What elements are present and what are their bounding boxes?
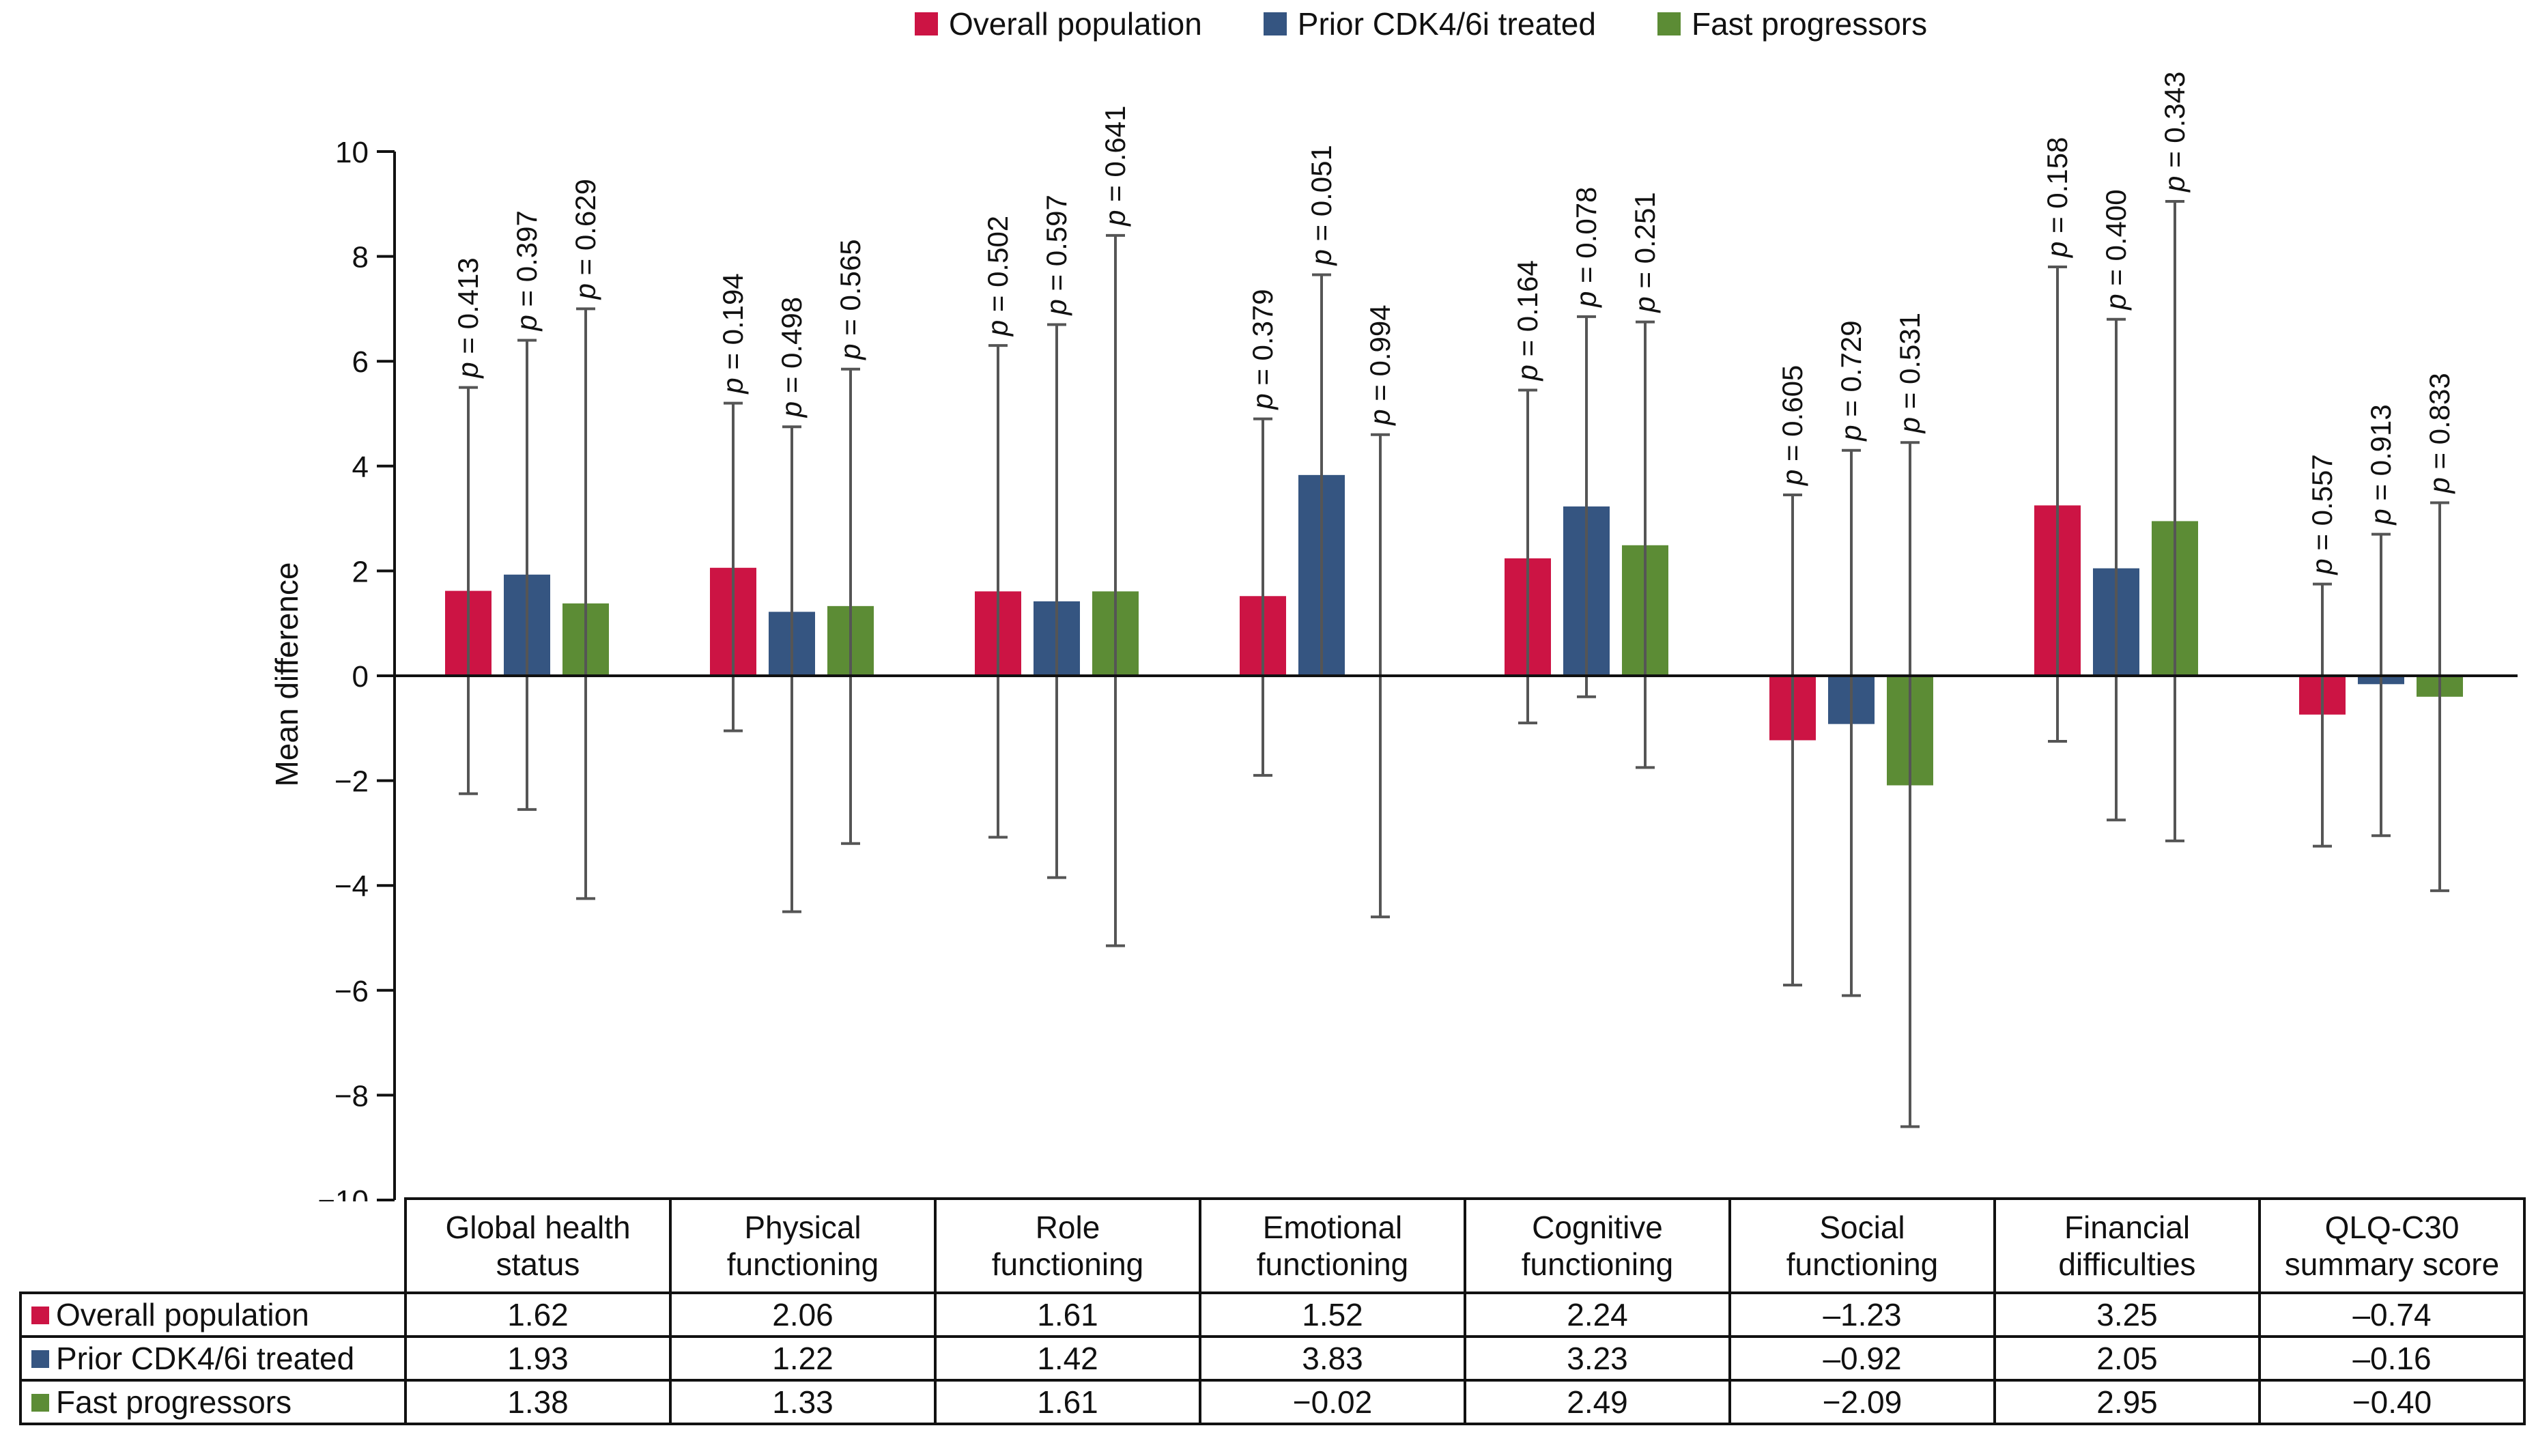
table-cell: 1.33	[669, 1379, 937, 1425]
table-cell: 1.22	[669, 1335, 937, 1382]
table-cell: −2.09	[1728, 1379, 1996, 1425]
category-header: Cognitive functioning	[1464, 1197, 1731, 1294]
table-cell: 3.25	[1993, 1291, 2261, 1338]
p-value-label: p = 0.502	[982, 216, 1014, 337]
table-header-row: Global health status Physical functioning …	[20, 1197, 2526, 1294]
p-value-label: p = 0.379	[1246, 289, 1279, 410]
p-value-label: p = 0.400	[2100, 189, 2132, 311]
table-cell: −0.02	[1199, 1379, 1466, 1425]
category-header: QLQ-C30 summary score	[2258, 1197, 2526, 1294]
p-value-label: p = 0.158	[2041, 137, 2073, 259]
p-value-label: p = 0.498	[775, 297, 808, 418]
category-header: Emotional functioning	[1199, 1197, 1466, 1294]
p-value-label: p = 0.994	[1364, 304, 1396, 426]
legend-item-overall: Overall population	[915, 5, 1202, 42]
table-corner	[20, 1199, 407, 1294]
table-cell: 2.49	[1464, 1379, 1731, 1425]
p-value-label: p = 0.557	[2306, 454, 2338, 575]
p-value-label: p = 0.251	[1629, 192, 1661, 313]
table-cell: −0.40	[2258, 1379, 2526, 1425]
row-label-prior-cdk: Prior CDK4/6i treated	[19, 1335, 407, 1382]
table-cell: 1.93	[404, 1335, 672, 1382]
row-swatch-overall	[31, 1306, 49, 1324]
table-cell: 2.24	[1464, 1291, 1731, 1338]
y-tick-label: −2	[334, 765, 369, 799]
table-cell: 1.38	[404, 1379, 672, 1425]
p-value-label: p = 0.194	[717, 273, 749, 395]
p-value-label: p = 0.729	[1835, 320, 1867, 442]
data-table: Global health status Physical functioning …	[19, 1197, 2526, 1425]
row-swatch-prior-cdk	[31, 1350, 49, 1368]
p-value-label: p = 0.565	[834, 239, 866, 360]
legend-swatch-fast	[1657, 12, 1681, 35]
legend-label-fast: Fast progressors	[1691, 6, 1928, 42]
legend-item-fast: Fast progressors	[1657, 5, 1927, 42]
p-value-label: p = 0.051	[1305, 145, 1337, 266]
p-value-label: p = 0.833	[2423, 373, 2455, 494]
y-tick-label: 6	[352, 345, 369, 379]
legend-item-prior-cdk: Prior CDK4/6i treated	[1263, 5, 1596, 42]
category-header: Social functioning	[1728, 1197, 1996, 1294]
table-cell: 2.06	[669, 1291, 937, 1338]
p-value-label: p = 0.641	[1099, 106, 1131, 227]
table-cell: 1.62	[404, 1291, 672, 1338]
p-value-label: p = 0.078	[1570, 187, 1602, 309]
table-cell: 1.61	[934, 1291, 1201, 1338]
table-cell: 1.52	[1199, 1291, 1466, 1338]
legend-label-overall: Overall population	[949, 6, 1202, 42]
table-cell: 1.61	[934, 1379, 1201, 1425]
row-label-fast: Fast progressors	[19, 1379, 407, 1425]
table-cell: 2.95	[1993, 1379, 2261, 1425]
category-header: Role functioning	[934, 1197, 1201, 1294]
p-value-label: p = 0.605	[1776, 365, 1808, 487]
table-cell: 3.83	[1199, 1335, 1466, 1382]
p-value-label: p = 0.164	[1511, 260, 1543, 382]
category-header: Global health status	[404, 1197, 672, 1294]
y-tick-label: −10	[317, 1184, 369, 1201]
legend-swatch-prior-cdk	[1263, 12, 1287, 35]
legend-label-prior-cdk: Prior CDK4/6i treated	[1297, 6, 1596, 42]
p-value-label: p = 0.397	[511, 210, 543, 332]
p-value-label: p = 0.343	[2159, 72, 2191, 193]
table-cell: 3.23	[1464, 1335, 1731, 1382]
table-cell: –0.74	[2258, 1291, 2526, 1338]
legend-swatch-overall	[915, 12, 938, 35]
legend: Overall population Prior CDK4/6i treated…	[915, 5, 1927, 42]
table-row-prior-cdk: Prior CDK4/6i treated 1.93 1.22 1.42 3.8…	[19, 1335, 2526, 1382]
y-tick-label: −8	[334, 1079, 369, 1113]
table-row-overall: Overall population 1.62 2.06 1.61 1.52 2…	[19, 1291, 2526, 1338]
chart-plot: 10 8 6 4 2 0 −2 −4 −6 −8 −10 p = 0.413 p = 0.194 p = …	[317, 72, 2518, 1201]
y-tick-label: 0	[352, 660, 369, 694]
y-tick-label: −6	[334, 975, 369, 1008]
p-value-label: p = 0.597	[1040, 195, 1072, 316]
p-value-label: p = 0.413	[452, 257, 484, 379]
category-header: Financial difficulties	[1993, 1197, 2261, 1294]
y-tick-label: −4	[334, 870, 369, 903]
table-cell: 2.05	[1993, 1335, 2261, 1382]
table-cell: –1.23	[1728, 1291, 1996, 1338]
table-cell: –0.16	[2258, 1335, 2526, 1382]
y-tick-label: 8	[352, 241, 369, 274]
row-label-overall: Overall population	[19, 1291, 407, 1338]
y-tick-label: 2	[352, 555, 369, 588]
p-value-label: p = 0.531	[1894, 313, 1926, 434]
y-tick-label: 10	[335, 136, 369, 169]
y-tick-label: 4	[352, 451, 369, 484]
row-swatch-fast	[31, 1393, 49, 1412]
table-cell: –0.92	[1728, 1335, 1996, 1382]
table-cell: 1.42	[934, 1335, 1201, 1382]
category-header: Physical functioning	[669, 1197, 937, 1294]
p-value-label: p = 0.629	[569, 179, 601, 300]
table-row-fast: Fast progressors 1.38 1.33 1.61 −0.02 2.…	[19, 1379, 2526, 1425]
p-value-label: p = 0.913	[2365, 404, 2397, 526]
